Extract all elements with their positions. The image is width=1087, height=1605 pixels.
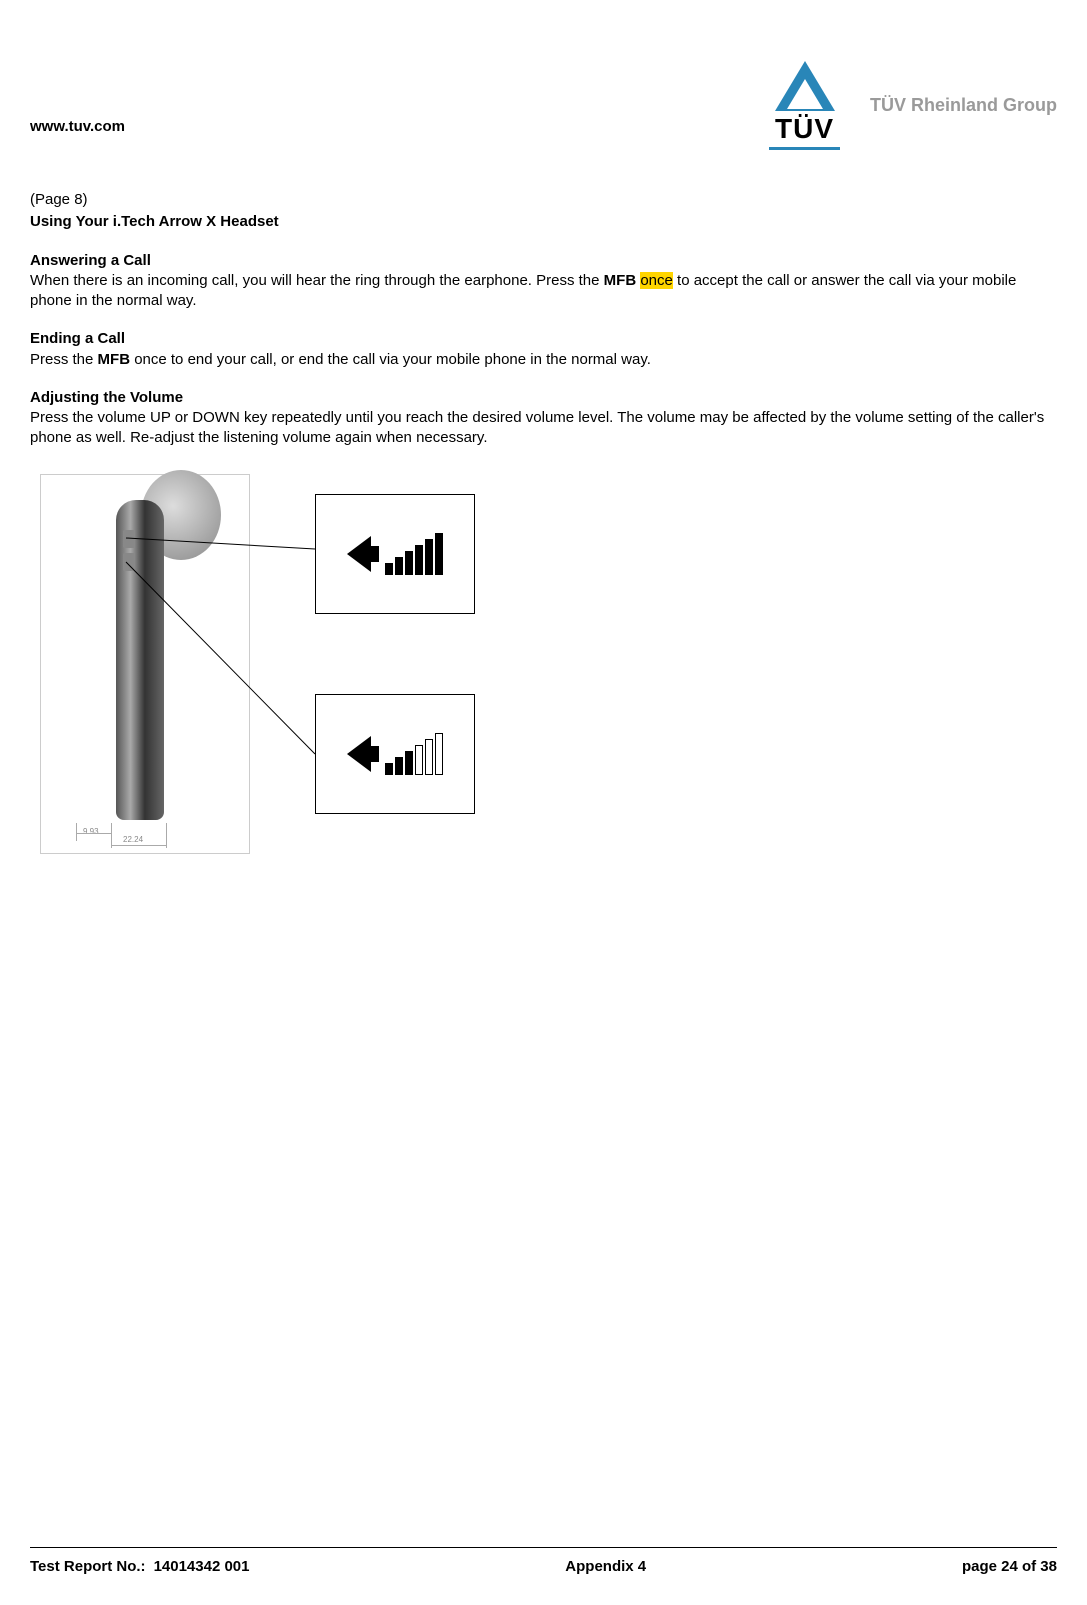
highlighted-word: once xyxy=(640,272,673,289)
page-header: www.tuv.com TÜV TÜV Rheinland Group xyxy=(30,30,1057,160)
document-content: (Page 8) Using Your i.Tech Arrow X Heads… xyxy=(30,190,1057,884)
volume-bar xyxy=(405,751,413,775)
volume-down-button-illustration xyxy=(123,553,135,571)
text-fragment: Press the xyxy=(30,351,98,368)
page-footer: Test Report No.: 14014342 001 Appendix 4… xyxy=(30,1547,1057,1575)
logo-area: TÜV TÜV Rheinland Group xyxy=(769,61,1057,150)
volume-bar-empty xyxy=(415,745,423,775)
volume-up-icon-box xyxy=(315,494,475,614)
section-title-ending: Ending a Call xyxy=(30,329,1057,349)
tuv-logo: TÜV xyxy=(769,61,840,150)
dimension-marker xyxy=(76,833,111,834)
speaker-icon xyxy=(347,533,443,575)
text-fragment: once to end your call, or end the call v… xyxy=(130,351,651,368)
volume-bar xyxy=(425,539,433,575)
dimension-marker xyxy=(76,823,77,841)
section-body-ending: Press the MFB once to end your call, or … xyxy=(30,350,1057,370)
report-label: Test Report No.: xyxy=(30,1558,146,1575)
main-title: Using Your i.Tech Arrow X Headset xyxy=(30,212,1057,232)
volume-bars-half xyxy=(385,733,443,775)
page-number: page 24 of 38 xyxy=(962,1558,1057,1575)
volume-bar xyxy=(405,551,413,575)
footer-left: Test Report No.: 14014342 001 xyxy=(30,1558,250,1575)
tuv-triangle-icon xyxy=(775,61,835,111)
section-title-volume: Adjusting the Volume xyxy=(30,388,1057,408)
section-body-volume: Press the volume UP or DOWN key repeated… xyxy=(30,408,1057,449)
volume-bar xyxy=(435,533,443,575)
volume-bars-full xyxy=(385,533,443,575)
section-body-answering: When there is an incoming call, you will… xyxy=(30,271,1057,312)
volume-down-icon-box xyxy=(315,694,475,814)
tuv-logo-text: TÜV xyxy=(769,113,840,150)
volume-bar-empty xyxy=(435,733,443,775)
mfb-bold: MFB xyxy=(98,351,131,368)
volume-bar xyxy=(395,557,403,575)
page-reference: (Page 8) xyxy=(30,190,1057,210)
volume-bar xyxy=(395,757,403,775)
headset-figure: 9.93 22.24 xyxy=(30,474,530,884)
volume-bar-empty xyxy=(425,739,433,775)
volume-bar xyxy=(385,563,393,575)
section-title-answering: Answering a Call xyxy=(30,251,1057,271)
text-fragment: When there is an incoming call, you will… xyxy=(30,272,604,289)
report-number: 14014342 001 xyxy=(154,1558,250,1575)
dimension-marker xyxy=(166,823,167,848)
headset-body xyxy=(116,500,164,820)
speaker-icon xyxy=(347,733,443,775)
volume-bar xyxy=(385,763,393,775)
mfb-bold: MFB xyxy=(604,272,637,289)
speaker-cone-icon xyxy=(347,536,371,572)
company-group-text: TÜV Rheinland Group xyxy=(870,95,1057,116)
volume-bar xyxy=(415,545,423,575)
volume-up-button-illustration xyxy=(123,530,135,548)
company-url: www.tuv.com xyxy=(30,118,125,150)
headset-illustration: 9.93 22.24 xyxy=(40,474,250,854)
appendix-label: Appendix 4 xyxy=(565,1558,646,1575)
dimension-marker xyxy=(111,845,166,846)
speaker-cone-icon xyxy=(347,736,371,772)
